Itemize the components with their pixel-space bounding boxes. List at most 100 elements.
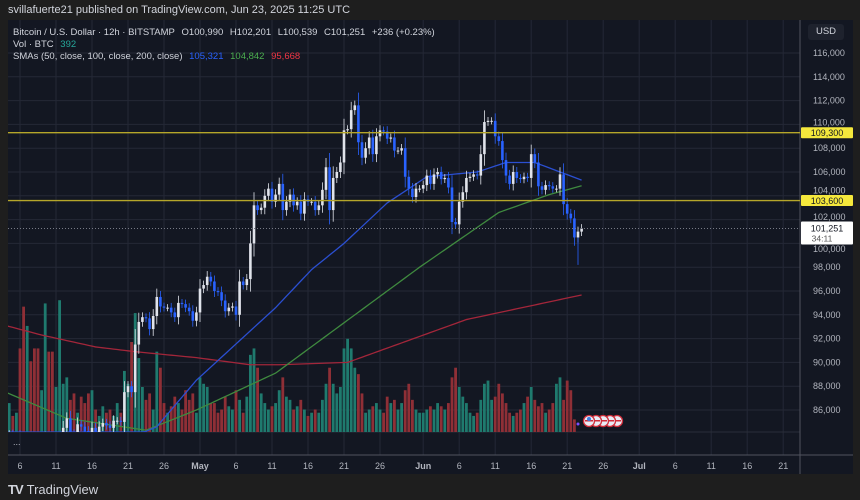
- candle-body: [443, 177, 447, 180]
- candle-body: [562, 174, 565, 205]
- volume-bar: [328, 367, 331, 432]
- candle-body: [533, 154, 537, 163]
- symbol-title: Bitcoin / U.S. Dollar · 12h · BITSTAMP: [13, 27, 175, 38]
- price-tick-label: 106,000: [813, 167, 846, 177]
- candle-body: [360, 142, 364, 158]
- candle-body: [501, 141, 504, 161]
- time-tick-label: 21: [339, 461, 349, 471]
- candle-body: [403, 148, 407, 177]
- ohlc-low: L100,539: [277, 27, 318, 38]
- time-tick-label: 21: [562, 461, 572, 471]
- candles: [8, 92, 583, 432]
- volume-bar: [418, 412, 421, 432]
- volume-bar: [490, 399, 493, 432]
- economic-events: [576, 414, 624, 428]
- candle-body: [281, 183, 285, 211]
- price-tick-label: 112,000: [813, 96, 845, 106]
- volume-bars: [4, 300, 576, 432]
- candle-body: [177, 302, 180, 318]
- volume-bar: [367, 409, 371, 432]
- volume-bar: [443, 409, 447, 432]
- candle-body: [346, 129, 349, 131]
- candle-body: [223, 300, 227, 312]
- volume-bar: [18, 348, 22, 432]
- volume-bar: [209, 403, 213, 432]
- volume-bar: [281, 377, 285, 432]
- symbol-legend[interactable]: Bitcoin / U.S. Dollar · 12h · BITSTAMP O…: [13, 27, 439, 38]
- candle-body: [159, 296, 162, 307]
- volume-bar: [432, 409, 436, 432]
- volume-bar: [483, 383, 486, 432]
- candle-body: [475, 174, 479, 176]
- footer-brand[interactable]: TV TradingView: [8, 482, 98, 497]
- candle-body: [526, 176, 529, 178]
- candle-body: [522, 176, 526, 180]
- candle-body: [400, 148, 403, 151]
- candle-body: [555, 188, 558, 190]
- volume-bar: [565, 380, 569, 432]
- candle-body: [205, 276, 209, 286]
- time-tick-label: 6: [457, 461, 462, 471]
- volume-bar: [371, 406, 375, 432]
- price-change: +236 (+0.23%): [371, 27, 435, 38]
- more-indicators-button[interactable]: ...: [13, 437, 21, 447]
- volume-bar: [65, 377, 69, 432]
- candle-body: [375, 136, 378, 155]
- volume-bar: [321, 399, 324, 432]
- price-tick-label: 116,000: [813, 48, 845, 58]
- time-axis: 6 11 16 21 26 May 6 11 16 21 26 Jun 6 11 16 21 26 Jul 6 11 1…: [17, 461, 788, 471]
- candle-body: [558, 174, 562, 189]
- candle-body: [317, 205, 321, 211]
- candle-body: [126, 386, 130, 393]
- volume-bar: [126, 383, 130, 432]
- volume-legend[interactable]: Vol · BTC 392: [13, 39, 80, 50]
- candle-body: [421, 185, 425, 189]
- volume-bar: [256, 367, 259, 432]
- candle-body: [450, 187, 454, 222]
- volume-bar: [400, 403, 403, 432]
- candle-body: [195, 312, 198, 321]
- volume-bar: [385, 396, 389, 432]
- price-tick-label: 88,000: [813, 381, 841, 391]
- candle-body: [349, 110, 353, 130]
- volume-bar: [47, 351, 51, 432]
- volume-bar: [382, 412, 385, 432]
- sma-legend[interactable]: SMAs (50, close, 100, close, 200, close)…: [13, 51, 304, 62]
- volume-bar: [25, 325, 29, 432]
- volume-bar: [8, 403, 11, 432]
- flag-stripe: [613, 420, 621, 422]
- candle-body: [439, 172, 443, 180]
- price-tick-label: 98,000: [813, 262, 841, 272]
- ohlc-high: H102,201: [229, 27, 272, 38]
- volume-bar: [479, 399, 483, 432]
- volume-bar: [198, 377, 202, 432]
- level-badge-label: 109,300: [811, 128, 844, 138]
- candle-body: [461, 192, 465, 202]
- volume-bar: [187, 399, 191, 432]
- volume-bar: [259, 393, 263, 432]
- level-badge: [801, 127, 853, 139]
- currency-button[interactable]: USD: [808, 24, 844, 40]
- volume-bar: [364, 412, 367, 432]
- volume-bar: [4, 384, 7, 432]
- time-tick-label: 6: [17, 461, 22, 471]
- volume-bar: [540, 403, 544, 432]
- price-tick-label: 90,000: [813, 357, 841, 367]
- volume-bar: [285, 396, 288, 432]
- volume-bar: [292, 409, 295, 432]
- sma50-line: [8, 161, 582, 432]
- volume-bar: [407, 383, 411, 432]
- candle-body: [285, 201, 288, 211]
- candle-body: [321, 189, 324, 206]
- published-info: svillafuerte21 published on TradingView.…: [8, 4, 351, 16]
- candle-body: [569, 213, 573, 219]
- time-tick-label: 16: [87, 461, 97, 471]
- candle-body: [198, 288, 202, 313]
- candle-body: [504, 160, 508, 176]
- volume-bar: [205, 387, 209, 432]
- time-tick-label: 11: [707, 461, 716, 471]
- ohlc-open: O100,990: [181, 27, 224, 38]
- candle-body: [551, 186, 555, 189]
